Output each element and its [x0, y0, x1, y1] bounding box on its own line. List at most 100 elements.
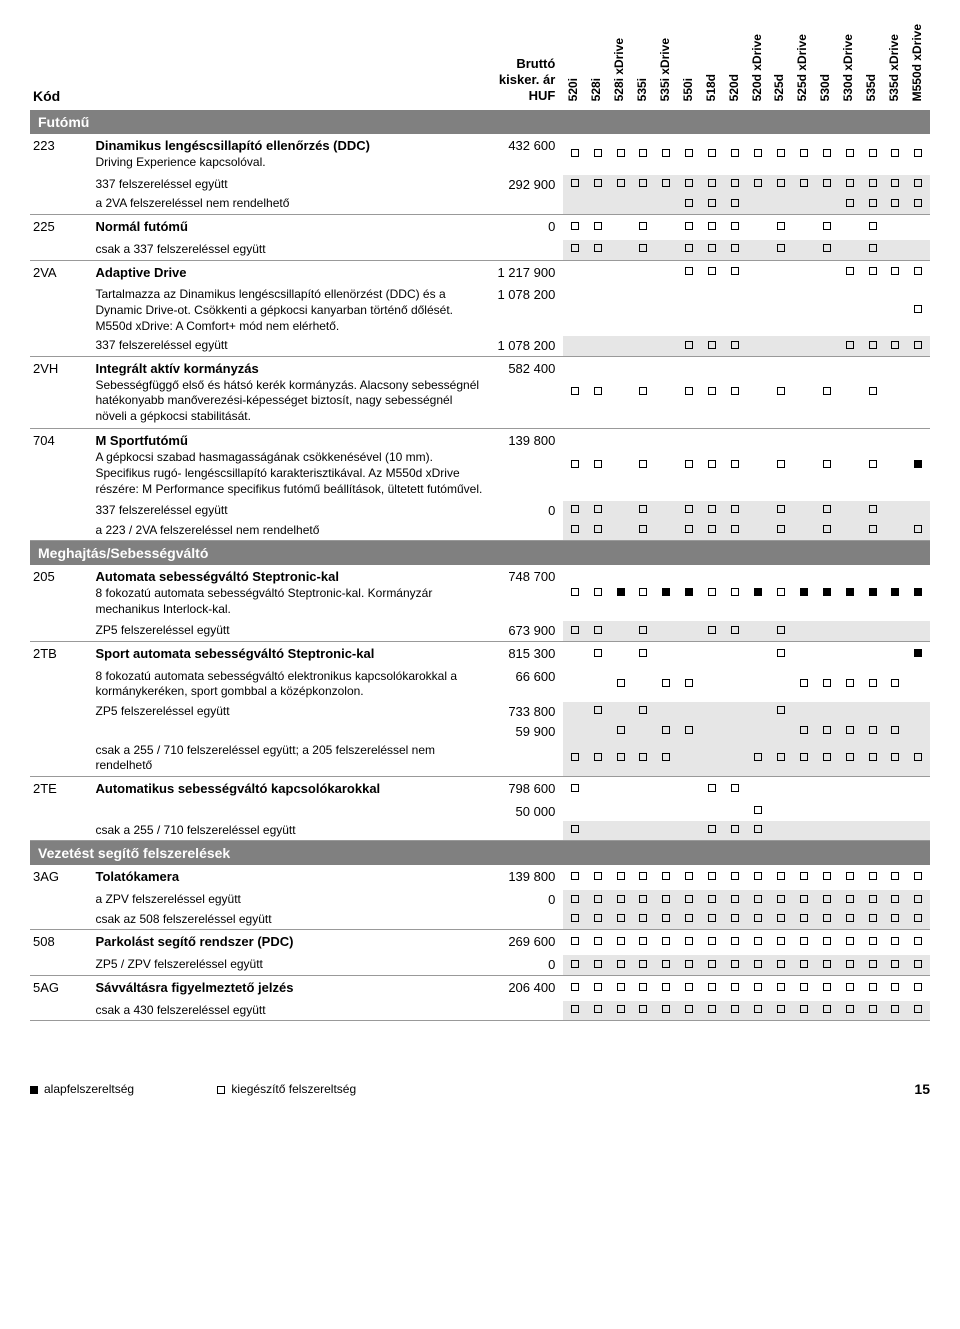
mark-cell [907, 215, 930, 240]
mark-cell [655, 240, 678, 260]
mark-cell [815, 741, 838, 777]
mark-cell [792, 175, 815, 195]
mark-cell [655, 260, 678, 285]
mark-cell [701, 240, 724, 260]
mark-cell [586, 501, 609, 521]
mark-cell [724, 910, 747, 930]
mark-cell [655, 722, 678, 741]
mark-cell [907, 802, 930, 821]
mark-cell [792, 722, 815, 741]
code-cell [30, 802, 92, 821]
mark-cell [609, 890, 632, 910]
mark-cell [884, 890, 907, 910]
mark-cell [609, 1001, 632, 1021]
mark-cell [655, 134, 678, 174]
mark-cell [563, 1001, 586, 1021]
mark-cell [724, 194, 747, 214]
mark-cell [769, 1001, 792, 1021]
mark-cell [769, 865, 792, 890]
mark-cell [747, 260, 770, 285]
mark-cell [678, 821, 701, 841]
header-model: 535i xDrive [655, 20, 678, 110]
mark-cell [747, 642, 770, 667]
mark-cell [632, 975, 655, 1000]
price-cell: 733 800 [488, 702, 563, 722]
mark-cell [609, 865, 632, 890]
mark-cell [724, 1001, 747, 1021]
mark-cell [586, 621, 609, 641]
mark-cell [609, 521, 632, 541]
price-cell: 1 078 200 [488, 285, 563, 336]
mark-cell [609, 356, 632, 429]
mark-cell [724, 930, 747, 955]
mark-cell [815, 260, 838, 285]
mark-cell [701, 702, 724, 722]
mark-cell [724, 260, 747, 285]
desc-cell: Tartalmazza az Dinamikus lengéscsillapít… [92, 285, 488, 336]
mark-cell [586, 802, 609, 821]
mark-cell [907, 356, 930, 429]
mark-cell [884, 667, 907, 702]
mark-cell [632, 930, 655, 955]
page-number: 15 [914, 1081, 930, 1097]
mark-cell [609, 821, 632, 841]
mark-cell [838, 215, 861, 240]
mark-cell [563, 642, 586, 667]
mark-cell [815, 642, 838, 667]
mark-cell [701, 521, 724, 541]
mark-cell [861, 429, 884, 501]
mark-cell [678, 865, 701, 890]
code-cell [30, 621, 92, 641]
mark-cell [678, 134, 701, 174]
code-cell: 5AG [30, 975, 92, 1000]
mark-cell [769, 240, 792, 260]
mark-cell [769, 821, 792, 841]
mark-cell [586, 776, 609, 801]
mark-cell [586, 285, 609, 336]
mark-cell [701, 975, 724, 1000]
mark-cell [632, 890, 655, 910]
mark-cell [861, 741, 884, 777]
mark-cell [769, 215, 792, 240]
price-cell: 748 700 [488, 565, 563, 621]
mark-cell [678, 336, 701, 356]
mark-cell [838, 776, 861, 801]
mark-cell [586, 336, 609, 356]
mark-cell [838, 621, 861, 641]
mark-cell [586, 240, 609, 260]
mark-cell [747, 240, 770, 260]
section-title: Futómű [30, 110, 930, 134]
price-cell [488, 910, 563, 930]
mark-cell [724, 565, 747, 621]
price-cell: 139 800 [488, 865, 563, 890]
mark-cell [563, 336, 586, 356]
code-cell: 2VA [30, 260, 92, 285]
mark-cell [792, 194, 815, 214]
mark-cell [838, 521, 861, 541]
desc-cell: Parkolást segítő rendszer (PDC) [92, 930, 488, 955]
mark-cell [792, 955, 815, 975]
mark-cell [632, 702, 655, 722]
mark-cell [815, 501, 838, 521]
header-model: 525d [769, 20, 792, 110]
mark-cell [678, 621, 701, 641]
mark-cell [632, 175, 655, 195]
mark-cell [586, 821, 609, 841]
legend-empty-icon [217, 1086, 225, 1094]
mark-cell [861, 975, 884, 1000]
mark-cell [815, 565, 838, 621]
mark-cell [609, 910, 632, 930]
mark-cell [655, 565, 678, 621]
mark-cell [586, 955, 609, 975]
price-cell: 292 900 [488, 175, 563, 195]
mark-cell [815, 175, 838, 195]
mark-cell [907, 1001, 930, 1021]
code-cell [30, 175, 92, 195]
mark-cell [815, 240, 838, 260]
mark-cell [907, 285, 930, 336]
code-cell: 3AG [30, 865, 92, 890]
mark-cell [838, 642, 861, 667]
mark-cell [907, 667, 930, 702]
mark-cell [861, 955, 884, 975]
desc-cell: Normál futómű [92, 215, 488, 240]
